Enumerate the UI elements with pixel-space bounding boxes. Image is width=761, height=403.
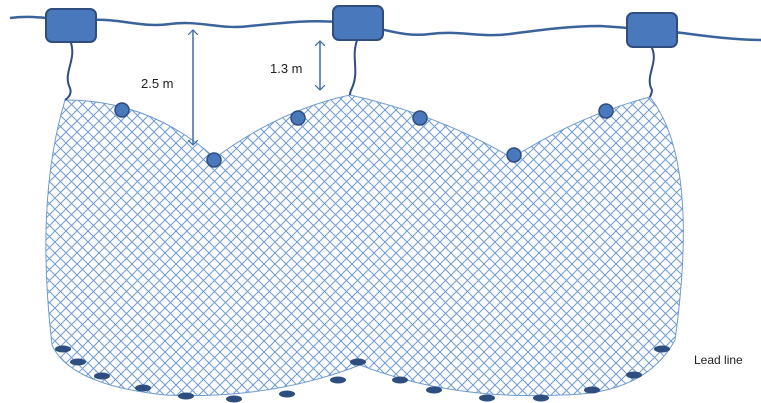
lead-weight-8 xyxy=(330,376,346,384)
lead-line-label: Lead line xyxy=(694,353,743,367)
float-3 xyxy=(626,12,678,48)
lead-weight-11 xyxy=(426,386,442,394)
lead-weight-12 xyxy=(479,394,495,402)
lead-weight-4 xyxy=(135,384,151,392)
lead-weight-15 xyxy=(626,371,642,379)
lead-weight-1 xyxy=(55,345,71,353)
bead-4 xyxy=(412,110,428,126)
lead-weight-3 xyxy=(94,372,110,380)
lead-weight-16 xyxy=(654,345,670,353)
lead-weight-10 xyxy=(392,376,408,384)
bead-1 xyxy=(114,102,130,118)
float-dropline-2 xyxy=(349,37,359,96)
net-body xyxy=(45,94,684,397)
bead-3 xyxy=(290,110,306,126)
bead-2 xyxy=(206,152,222,168)
lead-weight-14 xyxy=(584,386,600,394)
float-2 xyxy=(332,5,384,41)
lead-weight-5 xyxy=(178,392,194,400)
float-1 xyxy=(45,8,97,43)
lead-weight-13 xyxy=(533,394,549,402)
lead-weight-2 xyxy=(70,358,86,366)
depth-label-long: 2.5 m xyxy=(141,76,174,91)
lead-weight-7 xyxy=(279,390,295,398)
bead-6 xyxy=(598,103,614,119)
lead-weight-6 xyxy=(226,395,242,403)
float-dropline-1 xyxy=(64,39,74,101)
depth-label-short: 1.3 m xyxy=(270,61,303,76)
bead-5 xyxy=(506,147,522,163)
float-dropline-3 xyxy=(648,45,655,98)
lead-weight-9 xyxy=(350,358,366,366)
